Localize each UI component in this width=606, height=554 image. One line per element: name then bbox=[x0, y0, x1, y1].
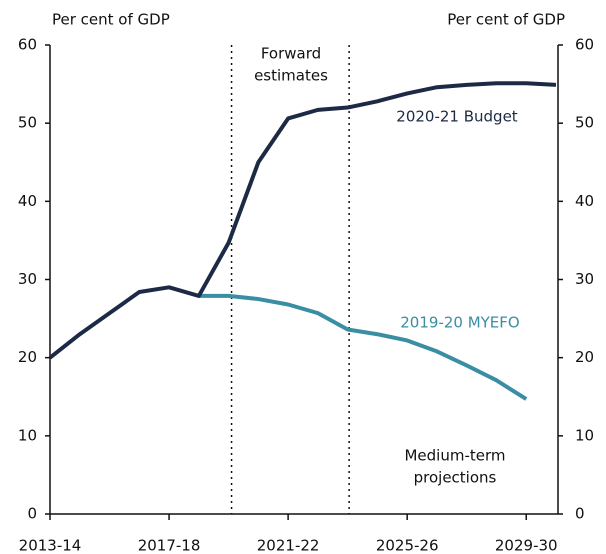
y2-tick-label: 0 bbox=[575, 505, 585, 523]
x-tick-label: 2029-30 bbox=[495, 537, 558, 554]
y2-tick-label: 10 bbox=[575, 426, 594, 444]
x-tick-label: 2025-26 bbox=[376, 537, 439, 554]
series-line bbox=[198, 293, 528, 401]
y2-tick-label: 40 bbox=[575, 192, 594, 210]
y2-tick-label: 50 bbox=[575, 114, 594, 132]
annotation: Medium-term bbox=[404, 447, 505, 465]
annotation: estimates bbox=[254, 67, 328, 85]
y2-tick-label: 20 bbox=[575, 348, 594, 366]
y-tick-label: 30 bbox=[18, 270, 37, 288]
annotation: Forward bbox=[261, 45, 321, 63]
y-tick-label: 20 bbox=[18, 348, 37, 366]
y-tick-label: 50 bbox=[18, 114, 37, 132]
x-tick-label: 2013-14 bbox=[19, 537, 82, 554]
y-tick-label: 10 bbox=[18, 426, 37, 444]
series-label: 2019-20 MYEFO bbox=[400, 314, 519, 332]
y-tick-label: 60 bbox=[18, 36, 37, 54]
y2-axis-label: Per cent of GDP bbox=[447, 11, 565, 29]
annotation: projections bbox=[414, 469, 497, 487]
y2-tick-label: 30 bbox=[575, 270, 594, 288]
y-tick-label: 40 bbox=[18, 192, 37, 210]
x-tick-label: 2017-18 bbox=[138, 537, 201, 554]
series-line bbox=[48, 81, 557, 360]
x-tick-label: 2021-22 bbox=[257, 537, 320, 554]
y-tick-label: 0 bbox=[27, 505, 37, 523]
series-label: 2020-21 Budget bbox=[396, 108, 518, 126]
y-axis-label: Per cent of GDP bbox=[52, 11, 170, 29]
y2-tick-label: 60 bbox=[575, 36, 594, 54]
